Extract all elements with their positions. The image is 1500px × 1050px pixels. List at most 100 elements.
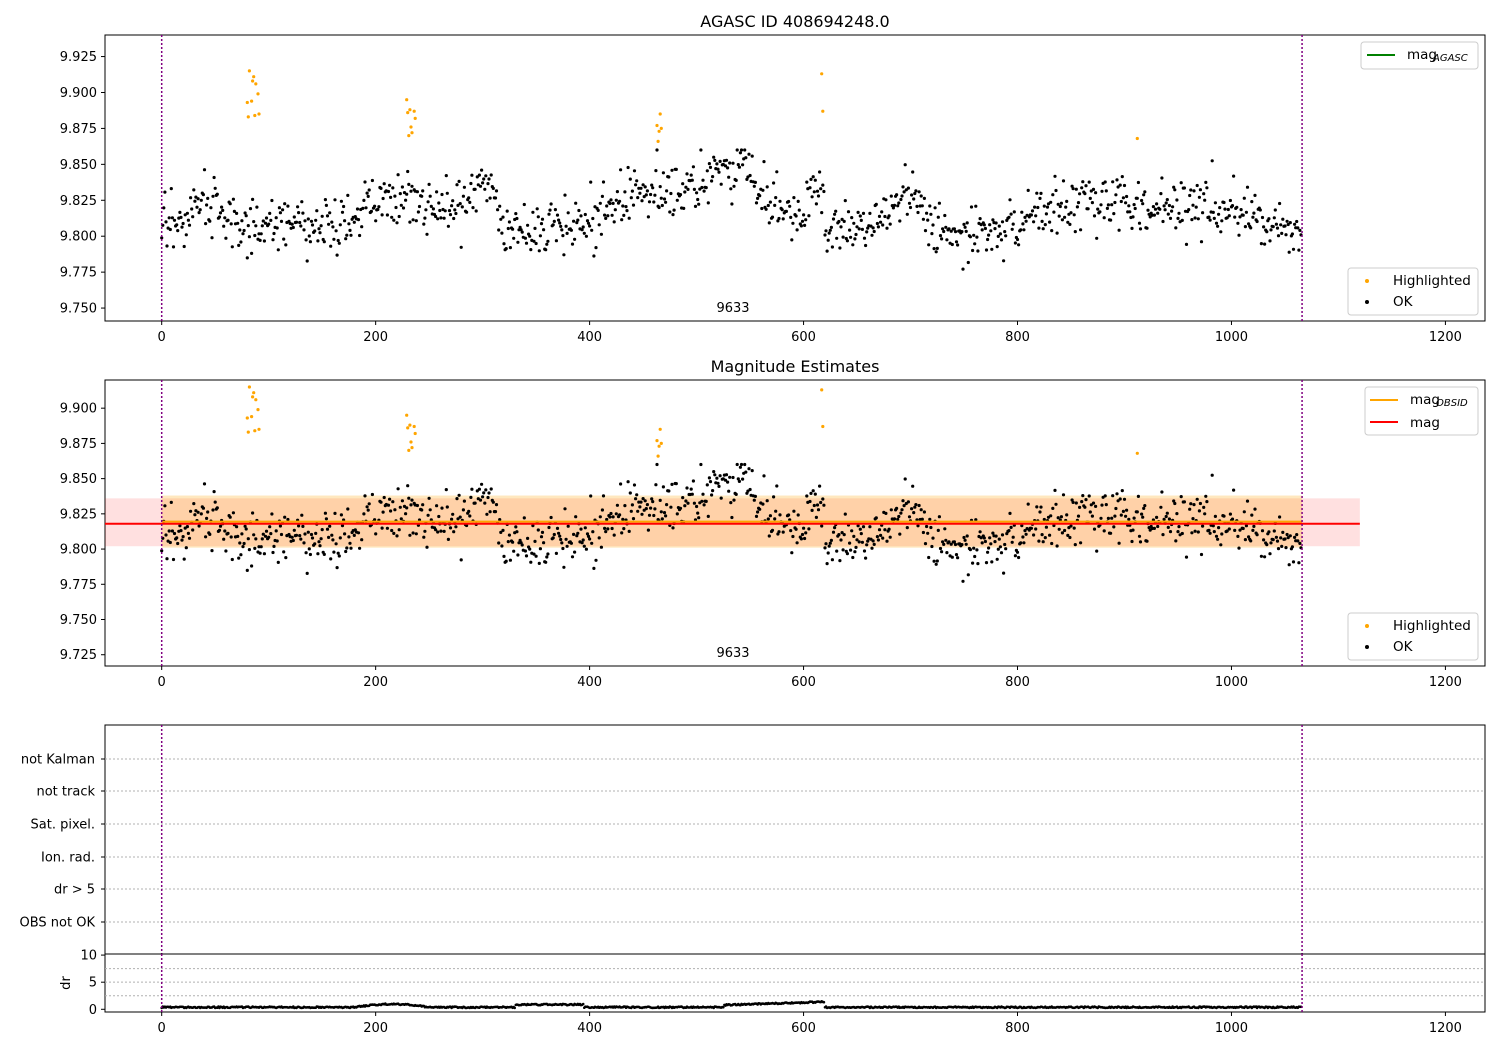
ok-point xyxy=(810,508,814,512)
ok-point xyxy=(1275,539,1280,543)
ok-point xyxy=(770,528,775,532)
panel1-plot-area: 9.7509.7759.8009.8259.8509.8759.9009.925… xyxy=(60,34,1486,345)
ok-point xyxy=(853,550,857,554)
ok-point xyxy=(1138,540,1143,544)
ok-point xyxy=(1217,212,1221,216)
ok-point xyxy=(923,229,928,233)
ok-point xyxy=(1045,205,1050,209)
ok-point xyxy=(747,152,751,156)
dr-y-tick-label: 10 xyxy=(80,949,97,964)
ok-point xyxy=(934,562,938,566)
ok-point xyxy=(888,222,892,226)
panel1-frame xyxy=(104,34,1486,322)
ok-point xyxy=(392,218,396,222)
ok-point xyxy=(998,232,1003,236)
ok-point xyxy=(1084,498,1088,502)
ok-point xyxy=(1023,529,1027,533)
ok-point xyxy=(1056,516,1060,520)
ok-point xyxy=(549,515,553,520)
ok-point xyxy=(1263,242,1267,246)
ok-point xyxy=(318,231,322,235)
ok-point xyxy=(260,537,264,541)
ok-point xyxy=(626,165,630,170)
ok-point xyxy=(834,209,838,213)
ok-point xyxy=(1226,207,1230,212)
ok-point xyxy=(1272,529,1276,533)
ok-point xyxy=(697,202,701,206)
ok-point xyxy=(410,184,414,188)
ok-point xyxy=(414,219,418,223)
ok-point xyxy=(705,169,709,173)
highlighted-point xyxy=(252,391,256,395)
ok-point xyxy=(891,206,896,210)
ok-point xyxy=(514,525,518,529)
ok-point xyxy=(1020,210,1024,214)
ok-point xyxy=(1057,214,1061,218)
ok-point xyxy=(221,208,225,212)
ok-point xyxy=(1239,208,1243,212)
ok-point xyxy=(884,198,888,202)
ok-point xyxy=(1216,224,1220,228)
ok-point xyxy=(620,531,624,535)
ok-point xyxy=(555,213,560,217)
ok-point xyxy=(1284,546,1288,550)
ok-point xyxy=(1179,495,1183,499)
ok-point xyxy=(1159,505,1163,509)
ok-point xyxy=(649,192,653,197)
ok-point xyxy=(897,514,901,519)
ok-point xyxy=(842,533,846,537)
ok-point xyxy=(369,209,373,213)
ok-point xyxy=(211,194,215,198)
ok-point xyxy=(380,526,384,530)
highlighted-point xyxy=(246,430,250,434)
ok-point xyxy=(552,219,556,223)
ok-point xyxy=(650,497,654,501)
x-tick-label: 200 xyxy=(363,330,388,345)
ok-point xyxy=(1196,217,1200,221)
ok-point xyxy=(232,209,236,213)
ok-point xyxy=(1259,554,1263,558)
ok-point xyxy=(451,199,455,203)
ok-point xyxy=(596,208,600,212)
ok-point xyxy=(1293,222,1297,226)
ok-point xyxy=(415,503,419,508)
ok-point xyxy=(695,504,699,509)
ok-point xyxy=(823,546,827,550)
ok-point xyxy=(1038,510,1042,514)
ok-point xyxy=(1287,250,1291,254)
ok-point xyxy=(247,548,251,552)
ok-point xyxy=(895,193,899,197)
ok-point xyxy=(563,507,567,511)
ok-point xyxy=(1115,178,1119,182)
ok-point xyxy=(1142,506,1146,510)
ok-point xyxy=(738,151,743,155)
ok-point xyxy=(180,538,184,542)
ok-point xyxy=(855,538,859,542)
ok-point xyxy=(728,475,732,479)
ok-point xyxy=(208,532,212,537)
ok-point xyxy=(1003,542,1007,547)
ok-point xyxy=(652,200,656,204)
ok-point xyxy=(833,212,837,216)
ok-point xyxy=(1069,211,1073,215)
ok-point xyxy=(308,240,312,244)
ok-point xyxy=(859,218,863,222)
ok-point xyxy=(1042,517,1046,522)
highlighted-point xyxy=(254,82,258,86)
ok-point xyxy=(551,223,555,227)
ok-point xyxy=(1111,180,1115,184)
ok-point xyxy=(872,229,876,234)
ok-point xyxy=(244,527,248,531)
ok-point xyxy=(1252,524,1256,529)
ok-point xyxy=(582,231,586,235)
ok-point xyxy=(708,480,713,484)
ok-point xyxy=(883,214,887,219)
ok-point xyxy=(400,499,404,503)
ok-point xyxy=(1116,185,1120,189)
ok-point xyxy=(228,515,232,519)
ok-point xyxy=(1262,225,1266,229)
ok-point xyxy=(1250,513,1254,517)
ok-point xyxy=(1036,205,1040,210)
ok-point xyxy=(1182,186,1186,190)
ok-point xyxy=(554,239,559,243)
